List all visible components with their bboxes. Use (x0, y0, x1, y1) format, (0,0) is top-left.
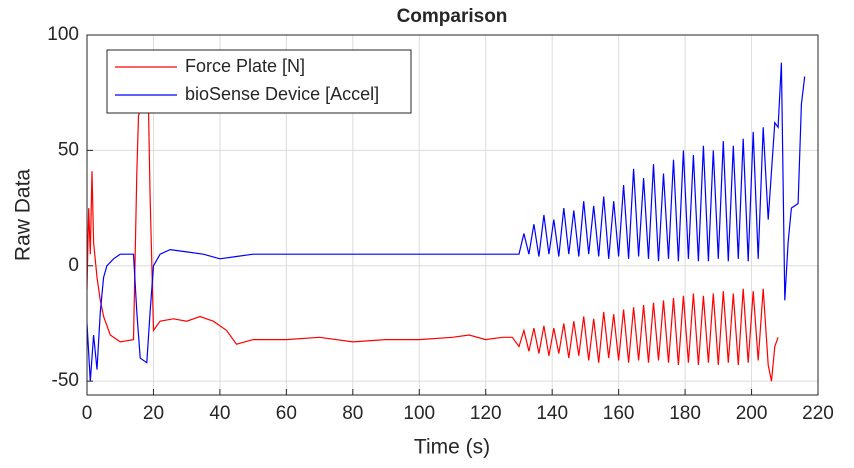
y-tick-label: 0 (68, 255, 79, 276)
x-tick-label: 100 (403, 403, 435, 424)
y-axis-label: Raw Data (12, 169, 35, 262)
x-tick-label: 120 (470, 403, 502, 424)
data-line (87, 62, 806, 382)
x-tick-label: 140 (536, 403, 568, 424)
legend-label: bioSense Device [Accel] (185, 84, 379, 104)
y-tick-label: -50 (52, 370, 79, 391)
y-tick-label: 100 (47, 24, 79, 45)
x-tick-label: 180 (669, 403, 701, 424)
data-line (87, 98, 779, 382)
x-tick-label: 40 (209, 403, 230, 424)
x-tick-label: 80 (342, 403, 363, 424)
y-tick-label: 50 (58, 139, 79, 160)
x-tick-label: 0 (82, 403, 93, 424)
x-tick-label: 20 (143, 403, 164, 424)
chart-title: Comparison (397, 6, 508, 27)
plot-frame (86, 34, 819, 396)
x-tick-label: 220 (802, 403, 834, 424)
x-axis-label: Time (s) (414, 436, 490, 459)
x-tick-label: 200 (736, 403, 768, 424)
legend-box (106, 49, 412, 114)
x-tick-label: 60 (276, 403, 297, 424)
legend-label: Force Plate [N] (185, 56, 305, 76)
x-tick-label: 160 (603, 403, 635, 424)
